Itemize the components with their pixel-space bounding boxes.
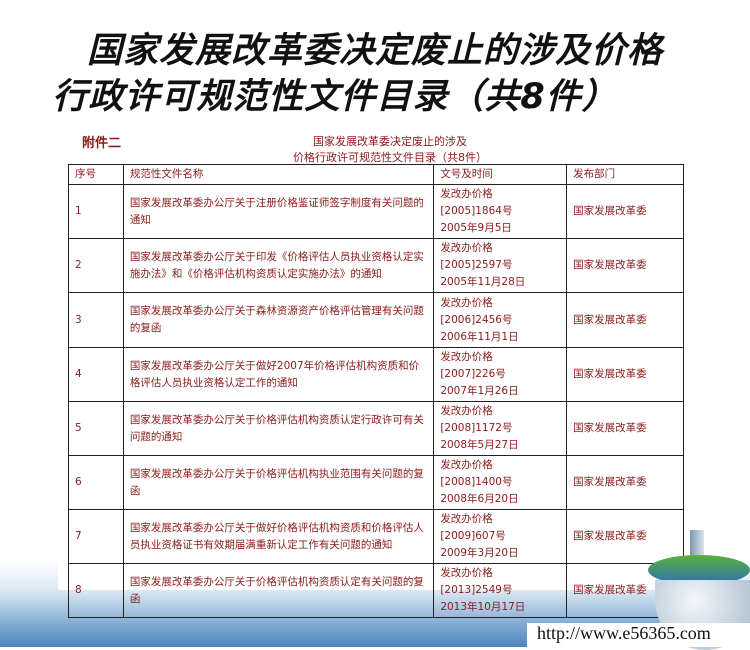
- cell-doc-date: 发改办价格 [2008]1172号 2008年5月27日: [433, 401, 568, 456]
- document-title-line2: 价格行政许可规范性文件目录（共8件）: [293, 151, 487, 164]
- table-row: 5 国家发展改革委办公厅关于价格评估机构资质认定行政许可有关问题的通知 发改办价格 […: [68, 401, 684, 456]
- doc-number: [2005]2597号: [440, 259, 513, 271]
- cell-doc-date: 发改办价格 [2008]1400号 2008年6月20日: [433, 455, 568, 510]
- doc-prefix: 发改办价格: [440, 405, 493, 417]
- doc-number: [2013]2549号: [440, 584, 513, 596]
- table-row: 8 国家发展改革委办公厅关于价格评估机构资质认定有关问题的复函 发改办价格 [2013…: [68, 563, 684, 618]
- doc-date: 2008年5月27日: [440, 439, 519, 451]
- cell-dept: 国家发展改革委: [566, 238, 684, 293]
- doc-date: 2013年10月17日: [440, 601, 526, 613]
- cell-no: 8: [68, 563, 124, 618]
- doc-prefix: 发改办价格: [440, 513, 493, 525]
- header-name: 规范性文件名称: [122, 164, 435, 185]
- table-row: 2 国家发展改革委办公厅关于印发《价格评估人员执业资格认定实施办法》和《价格评估机…: [68, 238, 684, 293]
- cell-no: 1: [68, 184, 124, 239]
- doc-number: [2006]2456号: [440, 313, 513, 326]
- doc-date: 2008年6月20日: [440, 493, 519, 505]
- cell-name: 国家发展改革委办公厅关于价格评估机构资质认定有关问题的复函: [122, 563, 435, 618]
- cell-doc-date: 发改办价格 [2005]1864号 2005年9月5日: [433, 184, 568, 239]
- cell-dept: 国家发展改革委: [566, 401, 684, 456]
- slide-title-line2: 行政许可规范性文件目录（共8件）: [52, 77, 618, 117]
- cell-name: 国家发展改革委办公厅关于价格评估机构执业范围有关问题的复函: [122, 455, 435, 510]
- cell-no: 4: [68, 347, 124, 402]
- doc-date: 2005年11月28日: [440, 276, 526, 288]
- doc-number: [2009]607号: [440, 530, 506, 542]
- table-header-row: 序号 规范性文件名称 文号及时间 发布部门: [68, 164, 684, 185]
- cell-doc-date: 发改办价格 [2013]2549号 2013年10月17日: [433, 563, 568, 618]
- doc-number: [2008]1172号: [440, 422, 513, 434]
- cell-name: 国家发展改革委办公厅关于做好2007年价格评估机构资质和价格评估人员执业资格认定…: [122, 347, 435, 402]
- header-dept: 发布部门: [566, 164, 684, 185]
- cell-name: 国家发展改革委办公厅关于价格评估机构资质认定行政许可有关问题的通知: [122, 401, 435, 456]
- doc-date: 2009年3月20日: [440, 547, 519, 559]
- cell-name: 国家发展改革委办公厅关于森林资源资产价格评估管理有关问题的复函: [122, 292, 435, 348]
- table-row: 4 国家发展改革委办公厅关于做好2007年价格评估机构资质和价格评估人员执业资格认…: [68, 347, 684, 402]
- cell-dept: 国家发展改革委: [566, 347, 684, 402]
- doc-prefix: 发改办价格: [440, 567, 493, 579]
- doc-date: 2006年11月1日: [440, 330, 519, 343]
- website-url: http://www.e56365.com: [527, 623, 750, 647]
- doc-date: 2007年1月26日: [440, 385, 519, 397]
- doc-prefix: 发改办价格: [440, 296, 493, 309]
- documents-table: 序号 规范性文件名称 文号及时间 发布部门 1 国家发展改革委办公厅关于注册价格鉴…: [68, 164, 684, 618]
- table-row: 6 国家发展改革委办公厅关于价格评估机构执业范围有关问题的复函 发改办价格 [2008…: [68, 455, 684, 510]
- cell-name: 国家发展改革委办公厅关于印发《价格评估人员执业资格认定实施办法》和《价格评估机构…: [122, 238, 435, 293]
- doc-number: [2005]1864号: [440, 205, 513, 217]
- cell-no: 7: [68, 509, 124, 564]
- doc-prefix: 发改办价格: [440, 188, 493, 200]
- document-title-line1: 国家发展改革委决定废止的涉及: [313, 135, 467, 148]
- cell-doc-date: 发改办价格 [2009]607号 2009年3月20日: [433, 509, 568, 564]
- header-no: 序号: [68, 164, 124, 185]
- cell-no: 6: [68, 455, 124, 510]
- cell-dept: 国家发展改革委: [566, 292, 684, 348]
- doc-number: [2007]226号: [440, 368, 506, 380]
- slide-title-line1: 国家发展改革委决定废止的涉及价格: [86, 31, 663, 71]
- doc-number: [2008]1400号: [440, 476, 513, 488]
- cell-no: 2: [68, 238, 124, 293]
- header-doc-date: 文号及时间: [433, 164, 568, 185]
- annex-label: 附件二: [82, 136, 122, 151]
- doc-prefix: 发改办价格: [440, 351, 493, 363]
- cell-dept: 国家发展改革委: [566, 509, 684, 564]
- cell-doc-date: 发改办价格 [2007]226号 2007年1月26日: [433, 347, 568, 402]
- table-row: 7 国家发展改革委办公厅关于做好价格评估机构资质和价格评估人员执业资格证书有效期届…: [68, 509, 684, 564]
- cell-name: 国家发展改革委办公厅关于做好价格评估机构资质和价格评估人员执业资格证书有效期届满…: [122, 509, 435, 564]
- doc-prefix: 发改办价格: [440, 242, 493, 254]
- table-row: 3 国家发展改革委办公厅关于森林资源资产价格评估管理有关问题的复函 发改办价格 [20…: [68, 292, 684, 348]
- cell-name: 国家发展改革委办公厅关于注册价格鉴证师签字制度有关问题的通知: [122, 184, 435, 239]
- cell-dept: 国家发展改革委: [566, 455, 684, 510]
- cell-doc-date: 发改办价格 [2005]2597号 2005年11月28日: [433, 238, 568, 293]
- cell-no: 5: [68, 401, 124, 456]
- doc-prefix: 发改办价格: [440, 459, 493, 471]
- cell-dept: 国家发展改革委: [566, 184, 684, 239]
- table-row: 1 国家发展改革委办公厅关于注册价格鉴证师签字制度有关问题的通知 发改办价格 [200…: [68, 184, 684, 239]
- doc-date: 2005年9月5日: [440, 222, 512, 234]
- cell-doc-date: 发改办价格 [2006]2456号 2006年11月1日: [433, 292, 568, 348]
- cell-no: 3: [68, 292, 124, 348]
